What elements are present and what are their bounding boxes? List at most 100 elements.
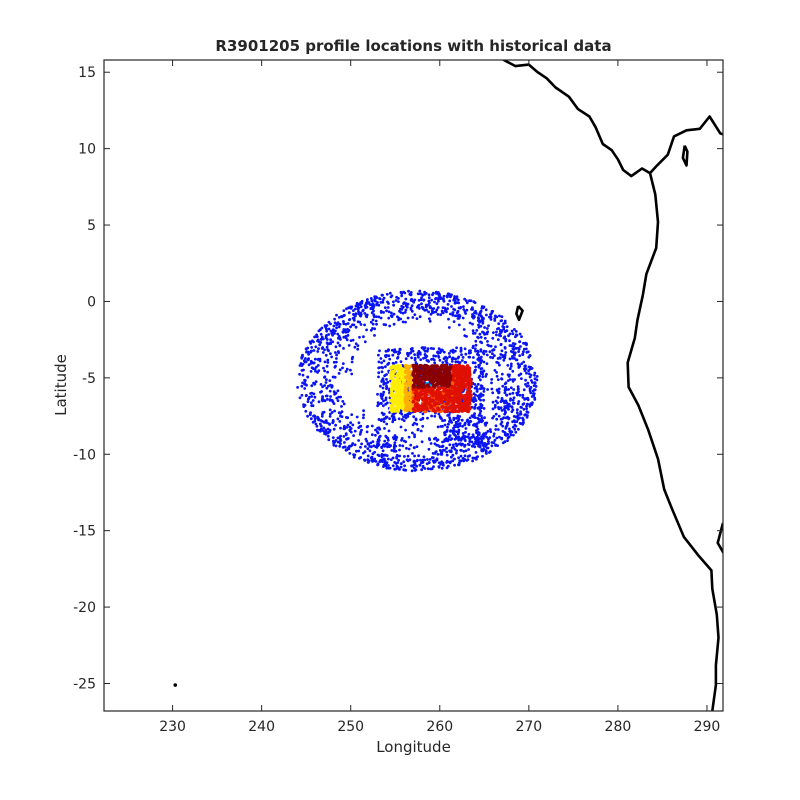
historical-point (448, 299, 452, 303)
historical-point (385, 378, 388, 381)
historical-point (306, 414, 309, 418)
historical-point (328, 408, 332, 412)
historical-point (306, 375, 310, 379)
historical-point (446, 414, 450, 417)
historical-point (391, 456, 395, 460)
historical-point (418, 289, 422, 293)
profile-point (443, 382, 448, 386)
historical-point (493, 438, 497, 442)
historical-point (404, 308, 408, 312)
historical-point (315, 424, 319, 428)
historical-point (475, 425, 479, 429)
historical-point (456, 414, 460, 418)
historical-point (501, 384, 505, 388)
historical-point (509, 386, 513, 390)
historical-point (404, 413, 407, 417)
historical-point (447, 422, 450, 426)
profile-point (423, 374, 428, 378)
historical-point (356, 344, 360, 347)
historical-point (377, 436, 381, 439)
historical-point (460, 443, 463, 447)
historical-point (305, 383, 308, 387)
profile-point (429, 372, 434, 377)
historical-point (301, 373, 305, 377)
historical-point (481, 443, 484, 447)
historical-point (323, 384, 327, 387)
historical-point (532, 394, 536, 398)
historical-point (342, 435, 346, 438)
historical-point (358, 425, 362, 428)
historical-point (512, 433, 515, 437)
historical-point (355, 415, 359, 419)
historical-point (388, 357, 392, 361)
historical-point (418, 351, 422, 355)
historical-point (394, 438, 398, 442)
historical-point (446, 425, 449, 429)
historical-point (380, 293, 384, 297)
profile-point (417, 404, 421, 409)
historical-point (322, 426, 326, 430)
historical-point (383, 374, 387, 378)
historical-point (345, 367, 349, 371)
historical-point (345, 426, 349, 429)
historical-point (326, 370, 329, 374)
historical-point (440, 460, 443, 464)
historical-point (505, 406, 508, 410)
historical-point (463, 454, 467, 458)
historical-point (342, 335, 346, 339)
historical-point (420, 440, 424, 444)
historical-point (413, 462, 417, 466)
historical-point (333, 409, 336, 413)
historical-point (421, 306, 425, 310)
historical-point (476, 352, 479, 356)
historical-point (363, 323, 366, 327)
historical-point (400, 294, 404, 298)
profile-point (395, 379, 400, 383)
historical-point (359, 445, 362, 449)
historical-point (353, 429, 357, 433)
historical-point (363, 312, 367, 315)
historical-point (479, 335, 483, 339)
historical-point (332, 441, 335, 445)
historical-point (503, 354, 507, 358)
profile-point (465, 365, 469, 370)
historical-point (311, 399, 315, 402)
historical-point (329, 322, 332, 326)
historical-point (437, 412, 441, 416)
historical-point (493, 403, 497, 407)
historical-point (398, 444, 402, 447)
historical-point (427, 310, 430, 314)
historical-point (325, 386, 329, 390)
historical-point (339, 395, 342, 399)
historical-point (403, 291, 407, 295)
historical-point (336, 436, 340, 440)
historical-point (382, 412, 386, 416)
historical-point (400, 437, 404, 440)
historical-point (515, 358, 519, 362)
historical-point (341, 400, 345, 403)
historical-point (378, 349, 381, 353)
historical-point (301, 381, 304, 385)
historical-point (373, 295, 377, 299)
coastline-segment (501, 60, 723, 178)
historical-point (333, 317, 336, 321)
historical-point (459, 346, 463, 350)
historical-point (516, 391, 520, 395)
historical-point (490, 378, 494, 381)
historical-point (432, 358, 436, 362)
historical-point (331, 333, 334, 337)
historical-point (349, 339, 353, 342)
historical-point (376, 463, 380, 466)
profile-point (452, 391, 457, 396)
historical-point (448, 355, 452, 358)
historical-point (490, 444, 494, 448)
historical-point (377, 353, 380, 357)
historical-point (472, 423, 475, 427)
historical-point (377, 375, 380, 379)
historical-point (411, 423, 415, 427)
historical-point (503, 440, 507, 444)
historical-point (335, 353, 338, 357)
historical-point (336, 332, 340, 336)
historical-point (369, 328, 373, 332)
historical-point (430, 358, 433, 361)
